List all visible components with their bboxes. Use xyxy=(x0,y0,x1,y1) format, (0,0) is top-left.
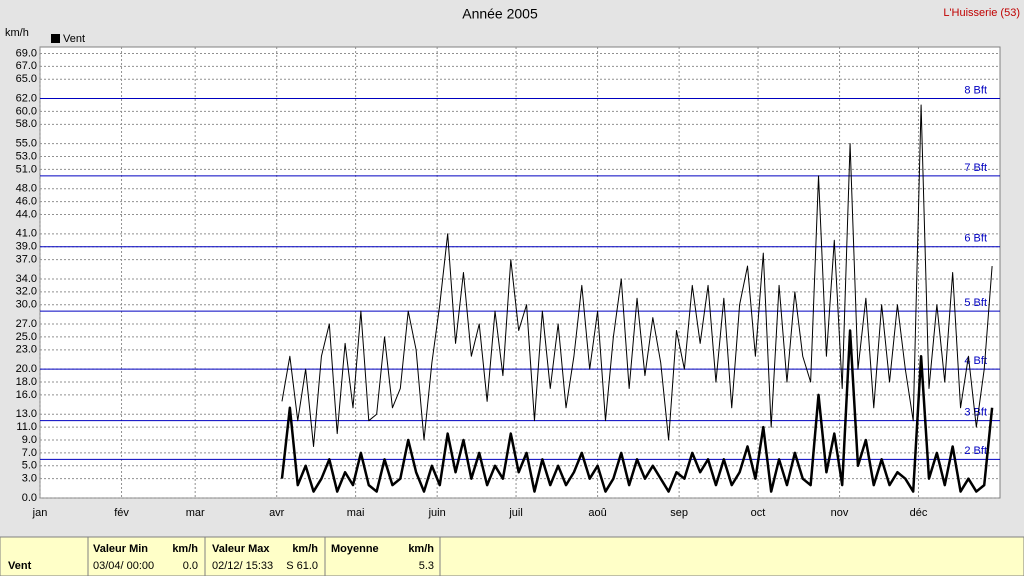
status-unit: km/h xyxy=(408,543,434,555)
y-tick-label: 34.0 xyxy=(16,273,37,285)
y-tick-label: 67.0 xyxy=(16,60,37,72)
beaufort-label: 8 Bft xyxy=(964,84,987,96)
x-tick-label: jan xyxy=(32,507,48,519)
status-value: S 61.0 xyxy=(286,560,318,572)
y-tick-label: 39.0 xyxy=(16,241,37,253)
chart-title: Année 2005 xyxy=(462,6,538,22)
status-title: Moyenne xyxy=(331,543,379,555)
legend-label: Vent xyxy=(63,33,85,45)
y-tick-label: 46.0 xyxy=(16,196,37,208)
y-tick-label: 32.0 xyxy=(16,286,37,298)
y-tick-label: 60.0 xyxy=(16,105,37,117)
status-time: 02/12/ 15:33 xyxy=(212,560,273,572)
status-unit: km/h xyxy=(172,543,198,555)
beaufort-label: 7 Bft xyxy=(964,162,987,174)
x-tick-label: mar xyxy=(186,507,205,519)
y-tick-label: 53.0 xyxy=(16,150,37,162)
y-tick-label: 27.0 xyxy=(16,318,37,330)
status-bar xyxy=(0,536,1024,576)
y-tick-label: 30.0 xyxy=(16,299,37,311)
beaufort-label: 4 Bft xyxy=(964,355,987,367)
series-line xyxy=(280,329,994,493)
y-tick-label: 69.0 xyxy=(16,47,37,59)
y-tick-label: 7.0 xyxy=(22,447,37,459)
x-tick-label: déc xyxy=(910,507,928,519)
y-tick-label: 62.0 xyxy=(16,92,37,104)
status-unit: km/h xyxy=(292,543,318,555)
x-tick-label: juil xyxy=(508,507,522,519)
y-tick-label: 20.0 xyxy=(16,363,37,375)
y-tick-label: 0.0 xyxy=(22,492,37,504)
x-tick-label: mai xyxy=(347,507,365,519)
y-tick-label: 23.0 xyxy=(16,344,37,356)
y-tick-label: 58.0 xyxy=(16,118,37,130)
y-tick-label: 5.0 xyxy=(22,460,37,472)
y-axis-label: km/h xyxy=(5,27,29,39)
beaufort-label: 2 Bft xyxy=(964,445,987,457)
y-tick-label: 48.0 xyxy=(16,183,37,195)
status-time: 03/04/ 00:00 xyxy=(93,560,154,572)
status-title: Valeur Max xyxy=(212,543,270,555)
x-tick-label: aoû xyxy=(588,507,606,519)
y-tick-label: 65.0 xyxy=(16,73,37,85)
x-tick-label: sep xyxy=(670,507,688,519)
status-value: 5.3 xyxy=(419,560,434,572)
y-tick-label: 51.0 xyxy=(16,163,37,175)
status-row-label: Vent xyxy=(8,560,32,572)
y-tick-label: 55.0 xyxy=(16,138,37,150)
x-tick-label: nov xyxy=(831,507,849,519)
y-tick-label: 16.0 xyxy=(16,389,37,401)
y-tick-label: 18.0 xyxy=(16,376,37,388)
beaufort-label: 6 Bft xyxy=(964,233,987,245)
beaufort-label: 3 Bft xyxy=(964,407,987,419)
y-tick-label: 11.0 xyxy=(16,421,37,433)
station-name: L'Huisserie (53) xyxy=(943,7,1020,19)
x-tick-label: oct xyxy=(751,507,766,519)
status-value: 0.0 xyxy=(183,560,198,572)
legend-swatch xyxy=(51,34,60,43)
y-tick-label: 44.0 xyxy=(16,208,37,220)
y-tick-label: 9.0 xyxy=(22,434,37,446)
x-tick-label: fév xyxy=(114,507,129,519)
y-tick-label: 13.0 xyxy=(16,408,37,420)
x-tick-label: avr xyxy=(269,507,285,519)
y-tick-label: 37.0 xyxy=(16,254,37,266)
beaufort-label: 5 Bft xyxy=(964,297,987,309)
y-tick-label: 3.0 xyxy=(22,473,37,485)
status-title: Valeur Min xyxy=(93,543,148,555)
series-line xyxy=(281,104,993,447)
y-tick-label: 41.0 xyxy=(16,228,37,240)
y-tick-label: 25.0 xyxy=(16,331,37,343)
x-tick-label: juin xyxy=(428,507,446,519)
